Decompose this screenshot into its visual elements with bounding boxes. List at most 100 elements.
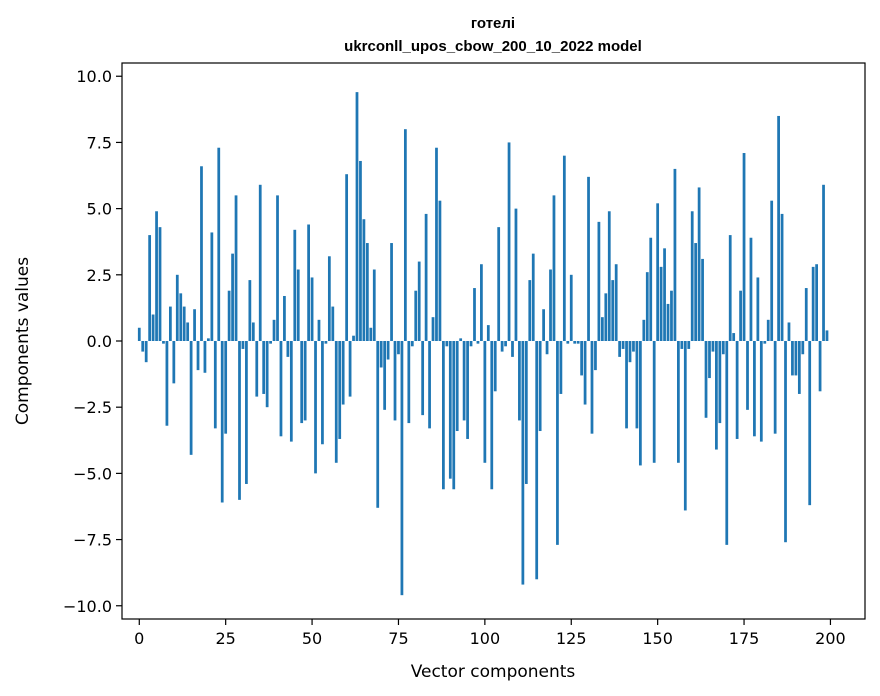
bar — [791, 341, 794, 376]
bar — [797, 341, 801, 394]
bar — [175, 274, 179, 341]
bars — [137, 92, 829, 596]
bar — [417, 261, 421, 341]
bar — [365, 243, 369, 341]
bar — [670, 290, 673, 341]
bar — [687, 341, 691, 349]
bar — [289, 341, 293, 442]
bar — [766, 319, 770, 341]
bar — [542, 309, 545, 341]
bar — [483, 341, 487, 463]
bar — [431, 317, 435, 341]
bar — [614, 264, 618, 341]
bar — [303, 341, 307, 421]
x-axis-label: Vector components — [411, 662, 576, 682]
bar — [141, 341, 145, 352]
bar — [445, 341, 449, 347]
bar — [189, 341, 193, 455]
bar — [535, 341, 539, 580]
bar — [666, 303, 670, 341]
bar — [528, 280, 532, 341]
bar — [345, 174, 349, 341]
y-tick-label: 2.5 — [87, 266, 112, 285]
bar — [600, 317, 604, 341]
y-tick-label: −10.0 — [63, 597, 112, 616]
bar — [410, 341, 414, 347]
bar — [248, 280, 252, 341]
bar — [207, 338, 210, 341]
bar — [379, 341, 383, 368]
bar — [241, 341, 245, 349]
bar — [148, 235, 152, 341]
bar — [511, 341, 514, 357]
y-tick-label: −5.0 — [73, 464, 112, 483]
bar — [576, 341, 580, 344]
bar — [739, 290, 742, 341]
bar — [801, 341, 805, 355]
x-tick-label: 0 — [134, 629, 144, 648]
y-tick-label: 10.0 — [76, 67, 112, 86]
bar — [162, 341, 165, 344]
bar — [155, 211, 158, 341]
bar — [200, 166, 203, 341]
bar — [455, 341, 459, 432]
bar — [300, 341, 304, 424]
y-tick-label: 0.0 — [87, 332, 112, 351]
x-axis: 0 25 50 75 100 125 150 175 200 — [134, 619, 846, 648]
bar — [618, 341, 622, 357]
bar — [258, 184, 262, 341]
chart-title: готелі — [471, 15, 515, 32]
bar — [473, 288, 476, 341]
bar — [334, 341, 338, 463]
bar — [203, 341, 207, 373]
bar — [621, 341, 625, 349]
bar — [231, 253, 234, 341]
bar — [746, 341, 749, 410]
bar — [372, 269, 376, 341]
bar — [400, 341, 404, 596]
bar — [186, 322, 190, 341]
bar — [773, 341, 777, 434]
bar — [490, 341, 494, 490]
bar — [708, 341, 711, 379]
bar — [825, 330, 829, 341]
bar — [424, 213, 428, 341]
bar — [169, 306, 172, 341]
bar — [628, 341, 632, 363]
bar — [642, 319, 646, 341]
bar — [376, 341, 380, 508]
bar — [390, 243, 393, 341]
bar — [701, 258, 704, 341]
bar — [462, 341, 466, 421]
bar — [715, 341, 718, 450]
bar — [753, 341, 756, 437]
bar — [407, 341, 411, 424]
bar — [590, 341, 594, 434]
bar — [296, 269, 300, 341]
bar — [566, 341, 570, 344]
bar — [732, 333, 736, 341]
bar — [448, 341, 452, 479]
x-tick-label: 75 — [388, 629, 408, 648]
bar — [607, 211, 611, 341]
bar — [324, 341, 328, 344]
bar — [193, 309, 196, 341]
bar — [314, 341, 317, 474]
bar — [549, 269, 552, 341]
x-tick-label: 50 — [302, 629, 322, 648]
bar — [234, 195, 238, 341]
plot-frame — [121, 62, 866, 620]
bar — [500, 341, 504, 352]
x-tick-label: 175 — [729, 629, 760, 648]
bar — [480, 264, 483, 341]
bar — [545, 341, 549, 355]
bar — [137, 327, 141, 341]
bar — [352, 335, 355, 341]
bar — [245, 341, 248, 484]
bar — [442, 341, 445, 490]
bar — [386, 341, 390, 360]
y-axis: 10.0 7.5 5.0 2.5 0.0 −2.5 −5.0 −7.5 −10.0 — [63, 67, 122, 616]
bar — [815, 264, 818, 341]
bar — [721, 341, 725, 355]
bar — [355, 92, 359, 342]
